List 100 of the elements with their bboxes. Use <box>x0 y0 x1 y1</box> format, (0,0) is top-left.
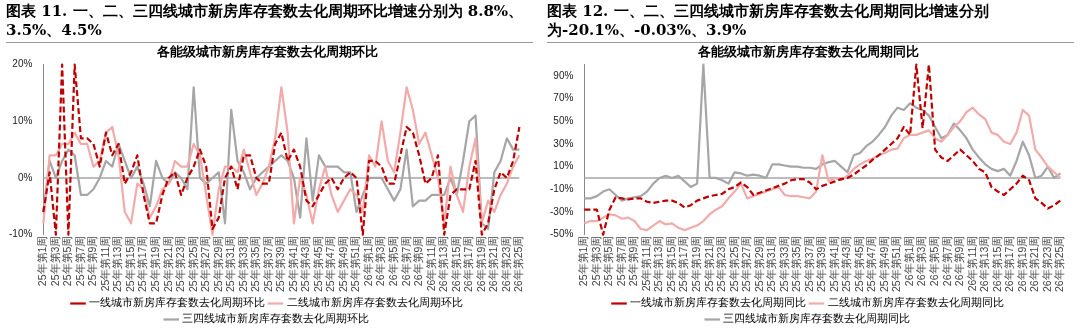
x-tick-label: 26年第7周 <box>940 235 953 287</box>
x-tick-label: 26年第25周 <box>512 235 525 292</box>
legend-label: 三四线城市新房库存套数去化周期环比 <box>182 312 370 326</box>
x-tick-label: 25年第37周 <box>261 235 274 292</box>
x-tick-label: 26年第21周 <box>487 235 500 292</box>
x-tick-label: 25年第13周 <box>111 235 124 292</box>
x-tick-label: 26年第17周 <box>1003 235 1016 292</box>
x-tick-label: 26年第19周 <box>1015 235 1028 292</box>
x-tick-label: 25年第9周 <box>86 235 99 287</box>
x-tick-label: 25年第19周 <box>689 235 702 292</box>
x-tick-label: 26年第19周 <box>474 235 487 292</box>
x-tick-label: 25年第45周 <box>852 235 865 292</box>
x-tick-label: 26年第3周 <box>915 235 928 287</box>
x-tick-label: 25年第39周 <box>274 235 287 292</box>
x-tick-label: 26年第25周 <box>1053 235 1066 292</box>
x-tick-label: 25年第33周 <box>236 235 249 292</box>
y-tick-label: 50% <box>553 115 574 127</box>
chart-title: 图表 12. 一、二、三四线城市新房库存套数去化周期同比增速分别为-20.1%、-0.03%、3.9% <box>547 2 1074 43</box>
chart-title: 图表 11. 一、二、三四线城市新房库存套数去化周期环比增速分别为 8.8%、3.5%、4.5% <box>6 2 533 43</box>
x-tick-label: 25年第15周 <box>123 235 136 292</box>
x-tick-label: 26年第15周 <box>449 235 462 292</box>
x-tick-label: 25年第17周 <box>136 235 149 292</box>
x-tick-label: 25年第33周 <box>777 235 790 292</box>
x-tick-label: 25年第5周 <box>61 235 74 287</box>
x-tick-label: 26年第7周 <box>399 235 412 287</box>
x-tick-label: 26年第11周 <box>965 235 978 292</box>
x-tick-label: 26年第5周 <box>387 235 400 287</box>
x-tick-label: 25年第27周 <box>199 235 212 292</box>
legend-label: 三四线城市新房库存套数去化周期同比 <box>723 312 911 326</box>
x-tick-label: 26年第1周 <box>361 235 374 287</box>
y-tick-label: -10% <box>8 228 33 240</box>
legend-label: 二线城市新房库存套数去化周期同比 <box>827 296 1004 310</box>
chart-subtitle: 各能级城市新房库存套数去化周期同比 <box>697 44 919 60</box>
x-tick-label: 25年第13周 <box>652 235 665 292</box>
x-tick-label: 25年第21周 <box>161 235 174 292</box>
x-tick-label: 26年第17周 <box>462 235 475 292</box>
x-tick-label: 25年第47周 <box>865 235 878 292</box>
x-tick-label: 25年第39周 <box>815 235 828 292</box>
x-tick-label: 25年第1周 <box>36 235 49 287</box>
legend-label: 一线城市新房库存套数去化周期同比 <box>630 296 806 310</box>
x-tick-label: 25年第43周 <box>840 235 853 292</box>
x-tick-label: 25年第43周 <box>299 235 312 292</box>
x-tick-label: 25年第29周 <box>211 235 224 292</box>
x-tick-label: 25年第15周 <box>664 235 677 292</box>
x-tick-label: 25年第3周 <box>48 235 61 287</box>
x-tick-label: 25年第19周 <box>148 235 161 292</box>
x-tick-label: 25年第35周 <box>249 235 262 292</box>
x-tick-label: 26年第9周 <box>412 235 425 287</box>
x-tick-label: 25年第41周 <box>286 235 299 292</box>
x-tick-label: 25年第3周 <box>589 235 602 287</box>
x-tick-label: 25年第49周 <box>877 235 890 292</box>
x-tick-label: 25年第17周 <box>677 235 690 292</box>
x-tick-label: 25年第45周 <box>311 235 324 292</box>
x-tick-label: 25年第11周 <box>639 235 652 292</box>
y-tick-label: 10% <box>553 160 574 172</box>
x-tick-label: 25年第25周 <box>727 235 740 292</box>
x-tick-label: 25年第11周 <box>98 235 111 292</box>
y-tick-label: 90% <box>553 69 574 81</box>
x-tick-label: 25年第29周 <box>752 235 765 292</box>
x-tick-label: 26年第23周 <box>1040 235 1053 292</box>
x-tick-label: 25年第41周 <box>827 235 840 292</box>
y-tick-label: -30% <box>549 205 574 217</box>
y-tick-label: 30% <box>553 137 574 149</box>
x-tick-label: 26年第1周 <box>902 235 915 287</box>
x-tick-label: 25年第23周 <box>715 235 728 292</box>
x-tick-label: 25年第21周 <box>702 235 715 292</box>
x-tick-label: 26年第21周 <box>1028 235 1041 292</box>
x-tick-label: 25年第1周 <box>577 235 590 287</box>
x-tick-label: 26年第9周 <box>953 235 966 287</box>
x-tick-label: 25年第25周 <box>186 235 199 292</box>
x-tick-label: 25年第31周 <box>765 235 778 292</box>
x-tick-label: 25年第5周 <box>602 235 615 287</box>
y-tick-label: 20% <box>12 58 33 70</box>
x-tick-label: 25年第49周 <box>336 235 349 292</box>
x-tick-label: 26年第13周 <box>978 235 991 292</box>
x-tick-label: 25年第7周 <box>73 235 86 287</box>
x-tick-label: 25年第31周 <box>224 235 237 292</box>
y-tick-label: 0% <box>17 171 33 183</box>
x-tick-label: 26年第5周 <box>928 235 941 287</box>
x-tick-label: 25年第23周 <box>174 235 187 292</box>
legend-label: 一线城市新房库存套数去化周期环比 <box>89 296 265 310</box>
x-tick-label: 25年第51周 <box>349 235 362 292</box>
x-tick-label: 26年第13周 <box>437 235 450 292</box>
x-tick-label: 25年第35周 <box>790 235 803 292</box>
y-tick-label: -10% <box>549 183 574 195</box>
x-tick-label: 25年第27周 <box>740 235 753 292</box>
chart-subtitle: 各能级城市新房库存套数去化周期环比 <box>156 44 378 60</box>
x-tick-label: 26年第23周 <box>499 235 512 292</box>
x-tick-label: 26年第15周 <box>990 235 1003 292</box>
x-tick-label: 25年第37周 <box>802 235 815 292</box>
y-tick-label: 10% <box>12 115 33 127</box>
x-tick-label: 26年第3周 <box>374 235 387 287</box>
y-tick-label: 70% <box>553 92 574 104</box>
x-tick-label: 25年第51周 <box>890 235 903 292</box>
x-tick-label: 26年第11周 <box>424 235 437 292</box>
y-tick-label: -50% <box>549 228 574 240</box>
x-tick-label: 25年第7周 <box>614 235 627 287</box>
x-tick-label: 25年第9周 <box>627 235 640 287</box>
x-tick-label: 25年第47周 <box>324 235 337 292</box>
legend-label: 二线城市新房库存套数去化周期环比 <box>286 296 463 310</box>
